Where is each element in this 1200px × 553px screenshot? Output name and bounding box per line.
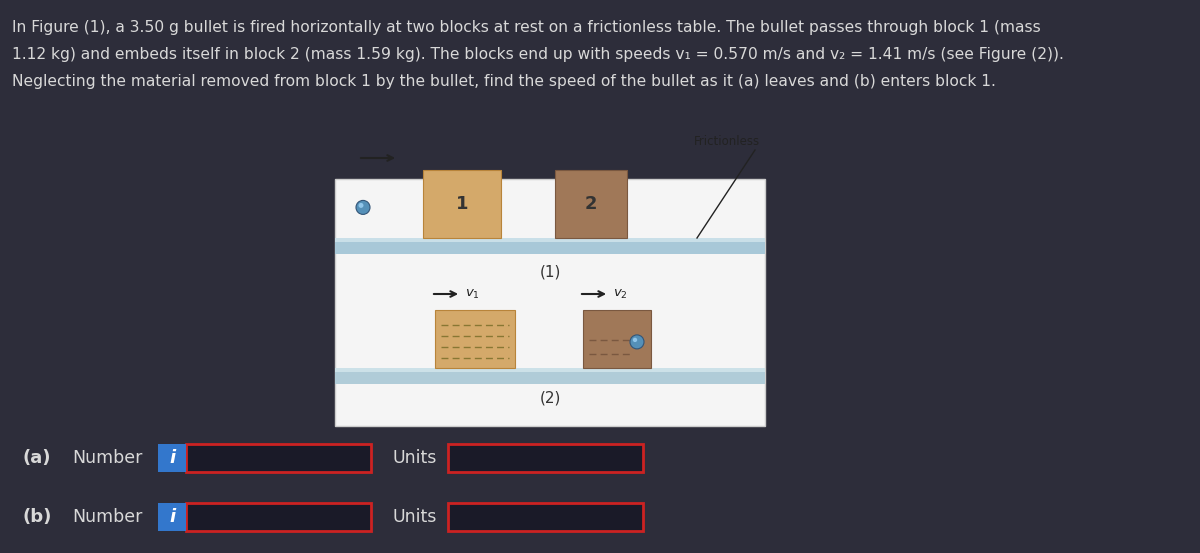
Text: $v_1$: $v_1$ <box>466 288 480 300</box>
Bar <box>158 444 186 472</box>
Text: i: i <box>169 508 175 526</box>
Text: Neglecting the material removed from block 1 by the bullet, find the speed of th: Neglecting the material removed from blo… <box>12 74 996 89</box>
Text: i: i <box>169 449 175 467</box>
Text: ∨: ∨ <box>626 451 636 465</box>
Text: (2): (2) <box>539 390 560 405</box>
Text: Number: Number <box>72 508 143 526</box>
Text: 2: 2 <box>584 195 598 213</box>
Bar <box>335 368 766 372</box>
Text: Number: Number <box>72 449 143 467</box>
Bar <box>335 238 766 254</box>
Bar <box>448 503 643 531</box>
Bar <box>335 368 766 384</box>
Circle shape <box>630 335 644 349</box>
Text: m: m <box>460 509 475 524</box>
Text: (b): (b) <box>22 508 52 526</box>
Text: m: m <box>460 451 475 466</box>
Bar <box>424 170 502 238</box>
Text: 1: 1 <box>456 195 468 213</box>
Text: Units: Units <box>394 449 437 467</box>
Text: (1): (1) <box>539 264 560 279</box>
Bar <box>448 444 643 472</box>
Bar <box>436 310 515 368</box>
Bar <box>554 170 628 238</box>
Circle shape <box>359 203 364 208</box>
Bar <box>186 444 371 472</box>
Bar <box>583 310 650 368</box>
Text: Frictionless: Frictionless <box>694 135 760 148</box>
Circle shape <box>632 338 637 342</box>
Circle shape <box>356 200 370 215</box>
Text: (a): (a) <box>22 449 50 467</box>
Bar <box>335 179 766 426</box>
Text: 1.12 kg) and embeds itself in block 2 (mass 1.59 kg). The blocks end up with spe: 1.12 kg) and embeds itself in block 2 (m… <box>12 47 1064 62</box>
Text: Units: Units <box>394 508 437 526</box>
Text: $v_2$: $v_2$ <box>613 288 628 300</box>
Bar <box>335 238 766 242</box>
Bar <box>186 503 371 531</box>
Text: ∨: ∨ <box>626 510 636 524</box>
Bar <box>158 503 186 531</box>
Text: In Figure (1), a 3.50 g bullet is fired horizontally at two blocks at rest on a : In Figure (1), a 3.50 g bullet is fired … <box>12 20 1040 35</box>
